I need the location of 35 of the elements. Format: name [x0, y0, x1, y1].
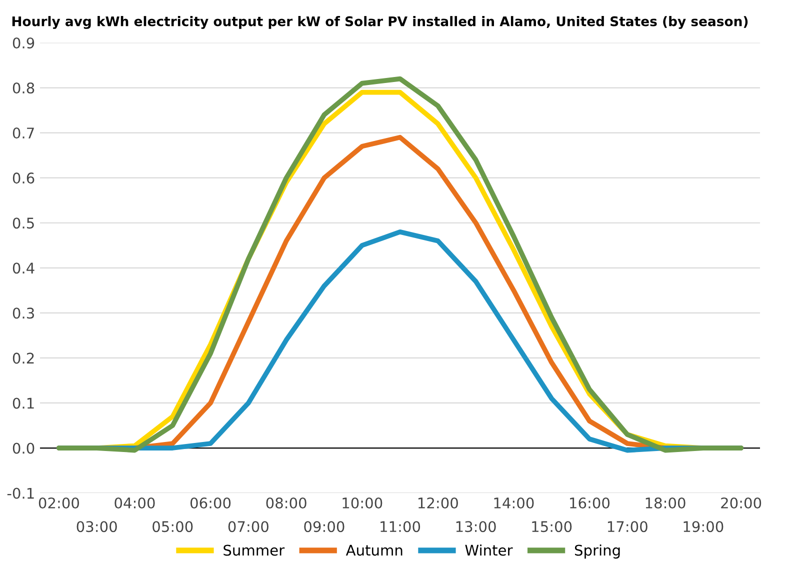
y-tick-label: 0.8	[12, 82, 34, 94]
y-tick-label: 0.9	[12, 37, 34, 48]
x-tick-label: 03:00	[76, 521, 117, 532]
x-tick-label: 08:00	[266, 497, 306, 509]
x-tick-label: 15:00	[532, 521, 572, 532]
x-tick-label: 11:00	[380, 521, 420, 532]
y-tick-label: 0.3	[12, 308, 34, 319]
x-tick-label: 16:00	[570, 497, 610, 509]
x-tick-label: 18:00	[646, 497, 686, 509]
x-tick-label: 12:00	[418, 497, 458, 509]
x-tick-label: 07:00	[228, 521, 268, 532]
x-tick-label: 05:00	[152, 521, 193, 532]
x-tick-label: 17:00	[608, 521, 648, 532]
x-tick-label: 04:00	[114, 497, 155, 509]
x-tick-label: 10:00	[342, 497, 382, 509]
y-tick-label: 0.7	[12, 128, 34, 139]
x-tick-label: 09:00	[304, 521, 344, 532]
chart-title: Hourly avg kWh electricity output per kW of Solar PV installed in Alamo, United States (by season)	[12, 16, 748, 29]
y-tick-label: -0.1	[7, 488, 34, 499]
legend-label: Autumn	[346, 544, 402, 556]
x-tick-label: 14:00	[494, 497, 534, 509]
x-tick-label: 06:00	[190, 497, 231, 509]
x-tick-label: 02:00	[38, 497, 79, 509]
y-tick-label: 0.6	[12, 172, 34, 184]
y-tick-label: 0.5	[12, 218, 34, 229]
y-tick-label: 0.4	[12, 262, 34, 274]
legend-label: Summer	[224, 544, 285, 556]
x-tick-label: 20:00	[721, 497, 762, 509]
y-tick-label: 0.1	[12, 398, 34, 409]
y-tick-label: 0.0	[12, 442, 34, 454]
legend-label: Spring	[574, 544, 620, 559]
x-tick-label: 13:00	[456, 521, 496, 532]
y-tick-label: 0.2	[12, 352, 34, 364]
legend-label: Winter	[465, 544, 513, 556]
x-tick-label: 19:00	[684, 521, 724, 532]
